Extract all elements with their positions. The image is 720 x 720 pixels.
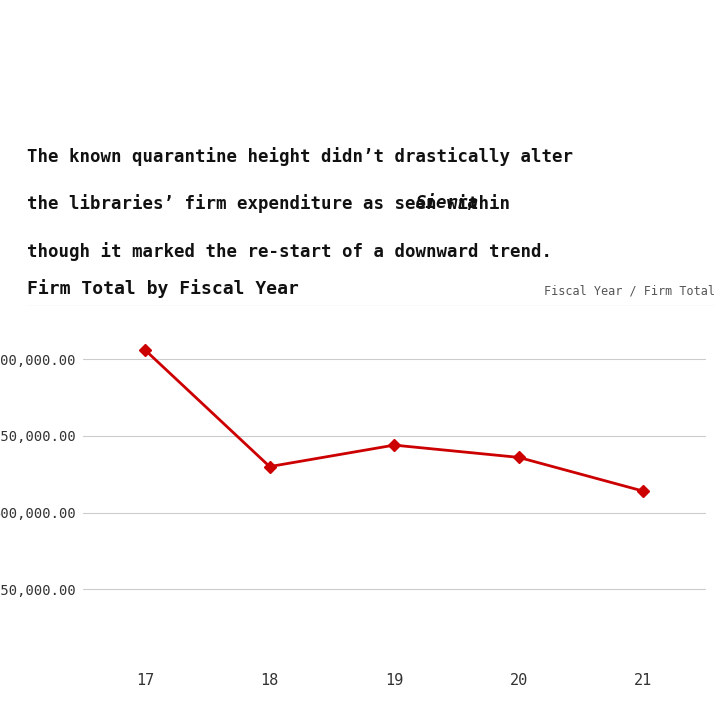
Text: Sierra: Sierra xyxy=(416,194,479,212)
Text: The known quarantine height didn’t drastically alter: The known quarantine height didn’t drast… xyxy=(27,147,573,166)
Text: though it marked the re-start of a downward trend.: though it marked the re-start of a downw… xyxy=(27,242,552,261)
Text: Firm Expenditure: Firm Expenditure xyxy=(132,41,588,89)
Text: the libraries’ firm expenditure as seen within: the libraries’ firm expenditure as seen … xyxy=(27,194,521,213)
Text: Firm Total by Fiscal Year: Firm Total by Fiscal Year xyxy=(27,279,300,298)
Text: Fiscal Year / Firm Total: Fiscal Year / Firm Total xyxy=(544,285,715,298)
Text: ,: , xyxy=(465,194,476,212)
